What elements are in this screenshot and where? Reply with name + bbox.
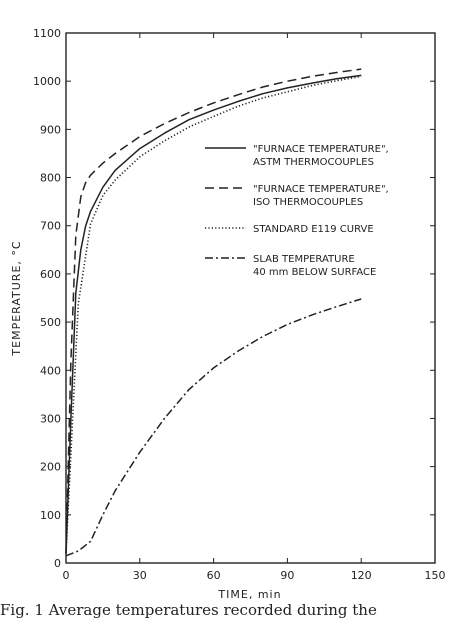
x-axis-ticks: 0 30 60 90 120 150 — [63, 33, 446, 582]
plot-area-frame — [65, 32, 436, 564]
series-line-dashdot — [65, 298, 362, 557]
series-line-solid — [65, 74, 362, 554]
y-tick-label: 1100 — [33, 27, 61, 40]
y-tick-label: 900 — [40, 123, 61, 136]
series-line-dotted — [65, 75, 362, 554]
y-tick-label: 700 — [40, 220, 61, 233]
legend-label: ISO THERMOCOUPLES — [253, 197, 363, 208]
series-line-dashed — [65, 68, 362, 554]
y-tick-label: 100 — [40, 509, 61, 522]
y-tick-label: 600 — [40, 268, 61, 281]
legend-label: SLAB TEMPERATURE — [253, 254, 355, 265]
y-tick-label: 800 — [40, 172, 61, 185]
chart: 0 100 200 300 400 500 600 700 800 900 1000 1100 0 30… — [10, 27, 446, 600]
x-tick-label: 120 — [351, 569, 372, 582]
x-tick-label: 60 — [207, 569, 221, 582]
y-tick-label: 400 — [40, 364, 61, 377]
legend: "FURNACE TEMPERATURE", ASTM THERMOCOUPLES… — [205, 144, 389, 278]
y-axis-title: TEMPERATURE, °C — [10, 240, 23, 356]
figure-caption: Fig. 1 Average temperatures recorded dur… — [0, 601, 377, 619]
y-tick-label: 300 — [40, 412, 61, 425]
legend-label: "FURNACE TEMPERATURE", — [253, 184, 389, 195]
x-tick-label: 30 — [133, 569, 147, 582]
x-tick-label: 150 — [425, 569, 446, 582]
legend-label: ASTM THERMOCOUPLES — [253, 157, 374, 168]
y-axis-ticks: 0 100 200 300 400 500 600 700 800 900 1000 1100 — [33, 27, 435, 570]
legend-label: "FURNACE TEMPERATURE", — [253, 144, 389, 155]
y-tick-label: 200 — [40, 461, 61, 474]
x-tick-label: 90 — [280, 569, 294, 582]
y-tick-label: 0 — [54, 557, 61, 570]
y-tick-label: 1000 — [33, 75, 61, 88]
x-tick-label: 0 — [63, 569, 70, 582]
legend-label: 40 mm BELOW SURFACE — [253, 267, 376, 278]
legend-label: STANDARD E119 CURVE — [253, 224, 374, 235]
x-axis-title: TIME, min — [217, 588, 281, 600]
y-tick-label: 500 — [40, 316, 61, 329]
series-lines — [65, 68, 362, 557]
